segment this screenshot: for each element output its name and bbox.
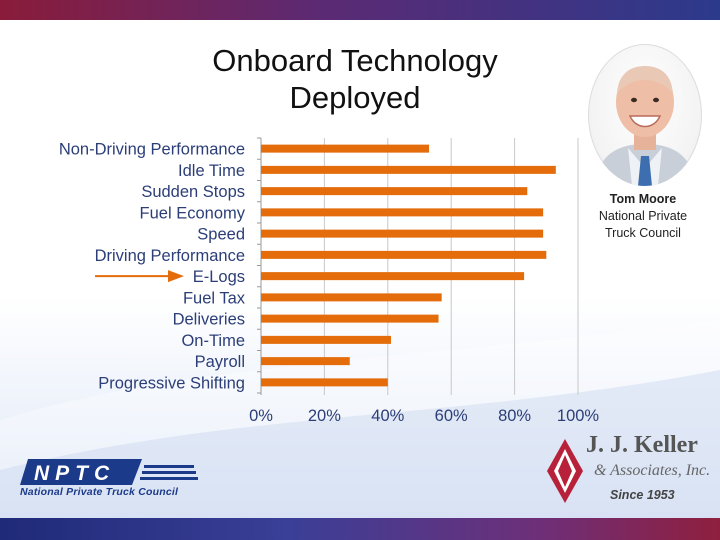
slide-title-line2: Deployed [289,80,421,115]
category-label: Non-Driving Performance [59,141,245,159]
chart-category-labels: Non-Driving Performance Idle Time Sudden S… [59,141,246,393]
nptc-logo: NPTC [20,459,198,485]
keller-subtitle: & Associates, Inc. [594,462,711,479]
bar [261,250,547,259]
bar [261,208,544,217]
nptc-logo-text: NPTC [34,462,115,485]
x-tick-label: 40% [371,407,404,425]
slide-title: Onboard Technology Deployed [150,42,560,116]
keller-since: Since 1953 [610,488,675,502]
presenter-org-line1: National Private [598,209,688,223]
presenter-photo [588,44,702,186]
category-label: Fuel Economy [140,204,246,222]
bar [261,229,544,238]
top-accent-bar [0,0,720,20]
x-tick-label: 100% [557,407,600,425]
category-label: E-Logs [193,268,245,286]
presenter-caption: Tom Moore National Private Truck Council [578,191,708,242]
bar [261,293,442,302]
category-label: Speed [197,226,245,244]
presenter-name: Tom Moore [609,192,677,206]
x-tick-label: 20% [308,407,341,425]
category-label: On-Time [181,332,245,350]
chart-x-tick-labels: 0% 20% 40% 60% 80% 100% [249,407,599,425]
bar [261,272,525,281]
x-tick-label: 0% [249,407,273,425]
slide-title-line1: Onboard Technology [212,43,498,78]
bar [261,187,528,196]
bar [261,314,439,323]
arrow-head-icon [168,270,184,283]
category-label: Payroll [195,353,245,371]
chart-bars [261,144,556,387]
category-label: Idle Time [178,162,245,180]
bottom-accent-bar [0,518,720,540]
keller-emblem-icon [547,439,583,503]
bar [261,335,391,344]
bar [261,165,556,174]
highlight-arrow [95,270,184,283]
chart-grid [257,137,579,395]
category-label: Fuel Tax [183,289,246,307]
x-tick-label: 80% [498,407,531,425]
nptc-caption: National Private Truck Council [20,486,179,498]
bar [261,378,388,387]
category-label: Driving Performance [95,247,245,265]
x-tick-label: 60% [435,407,468,425]
bar [261,144,430,153]
category-label: Progressive Shifting [98,374,245,392]
bar [261,357,350,366]
category-label: Sudden Stops [141,183,245,201]
presenter-org-line2: Truck Council [605,226,681,240]
keller-name: J. J. Keller [586,432,698,458]
presenter-portrait-icon [594,66,696,186]
category-label: Deliveries [173,311,245,329]
